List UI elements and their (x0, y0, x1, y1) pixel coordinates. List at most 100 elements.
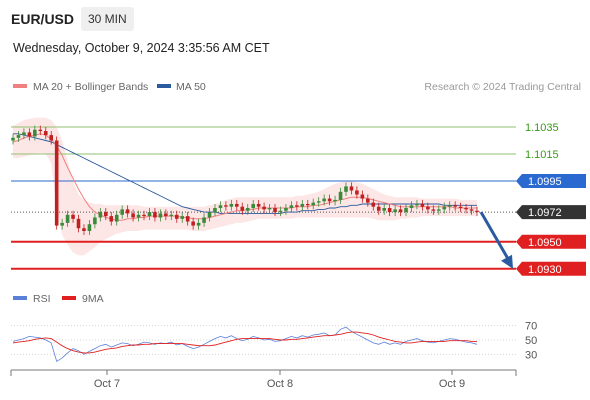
candle-body (224, 205, 228, 207)
candle-body (60, 222, 64, 226)
candle-body (436, 209, 441, 211)
candle-body (409, 205, 414, 209)
candle-body (382, 208, 386, 211)
projection-arrow (479, 211, 513, 269)
candle-body (76, 218, 81, 229)
candle-body (464, 208, 468, 210)
candle-body (322, 198, 326, 202)
candle-body (82, 228, 86, 231)
bollinger-band (13, 117, 477, 256)
candle-body (109, 216, 114, 222)
timeframe-badge[interactable]: 30 MIN (81, 7, 134, 31)
candle-body (180, 216, 185, 219)
candle-body (158, 213, 163, 218)
rsi-ma-line (12, 331, 477, 354)
projection-arrow-shaft (479, 211, 510, 260)
candles (11, 125, 479, 236)
candle-body (355, 190, 359, 195)
candle-body (93, 217, 97, 225)
x-tick-label: Oct 7 (94, 378, 120, 390)
candle-body (267, 208, 272, 210)
x-tick-label: Oct 9 (439, 378, 465, 390)
rsi-tick-label: 70 (525, 321, 537, 333)
candle-body (240, 206, 245, 211)
candle-body (27, 132, 32, 137)
candle-body (136, 214, 141, 218)
instrument-title: EUR/USD (11, 11, 75, 27)
candle-body (131, 213, 135, 218)
candle-body (442, 206, 447, 210)
level-tag-current (516, 205, 586, 220)
candle-body (114, 214, 119, 222)
candle-body (147, 212, 152, 217)
level-label: 1.1015 (525, 149, 559, 161)
candle-body (415, 203, 419, 206)
candle-body (251, 203, 255, 209)
level-tag-support (516, 234, 586, 249)
candle-body (262, 206, 266, 210)
ma50-legend-swatch (157, 84, 171, 88)
candle-body (316, 201, 321, 203)
moving-averages (12, 133, 477, 221)
candle-body (305, 203, 310, 206)
candle-body (327, 198, 332, 202)
level-tag-support (516, 261, 586, 276)
candle-body (344, 186, 348, 192)
candle-body (218, 205, 223, 209)
rsi-tick-label: 30 (525, 349, 537, 361)
candle-body (185, 216, 190, 222)
candle-body (371, 202, 376, 207)
rsi-legend-label: RSI (33, 293, 51, 305)
candle-body (447, 205, 452, 207)
candle-body (300, 203, 305, 207)
candle-body (207, 212, 212, 218)
candle-body (229, 203, 234, 207)
level-label: 1.0950 (528, 237, 562, 249)
ma50-legend-label: MA 50 (176, 81, 206, 93)
level-label: 1.1035 (525, 122, 559, 134)
candle-body (458, 206, 463, 209)
x-tick-label: Oct 8 (267, 378, 293, 390)
candle-body (431, 209, 436, 211)
candle-body (376, 206, 381, 211)
x-axis: Oct 7 Oct 8 Oct 9 (10, 369, 517, 390)
candle-body (311, 202, 316, 206)
candle-body (475, 210, 479, 213)
candle-body (164, 213, 168, 217)
credit-text: Research © 2024 Trading Central (424, 81, 581, 93)
ma20-line (12, 133, 477, 221)
candle-body (142, 214, 146, 217)
bollinger-band-area (13, 117, 477, 256)
candle-body (38, 129, 43, 132)
ma50-line (13, 133, 477, 214)
candle-body (120, 209, 124, 215)
candle-body (16, 135, 21, 138)
candle-body (338, 191, 343, 200)
candle-body (387, 208, 392, 213)
candle-body (393, 209, 397, 213)
candle-body (33, 129, 37, 137)
candle-body (360, 194, 365, 199)
candle-body (289, 205, 294, 209)
candle-body (398, 209, 403, 213)
candle-body (125, 209, 130, 214)
candle-body (235, 203, 239, 207)
candle-body (213, 208, 217, 213)
timestamp: Wednesday, October 9, 2024 3:35:56 AM CE… (13, 41, 270, 55)
candle-body (245, 208, 250, 211)
candle-body (420, 203, 425, 207)
candle-body (333, 199, 337, 202)
candle-body (295, 205, 299, 207)
candle-body (404, 208, 408, 213)
candle-body (453, 205, 457, 207)
candle-body (284, 208, 288, 211)
rsi-line (12, 326, 478, 363)
rsi-legend-swatch (13, 296, 27, 300)
candle-body (43, 131, 48, 136)
candle-body (273, 208, 277, 213)
candle-body (104, 212, 108, 217)
level-tag-pivot (516, 174, 586, 189)
candle-body (191, 221, 195, 226)
level-label: 1.0930 (528, 264, 562, 276)
